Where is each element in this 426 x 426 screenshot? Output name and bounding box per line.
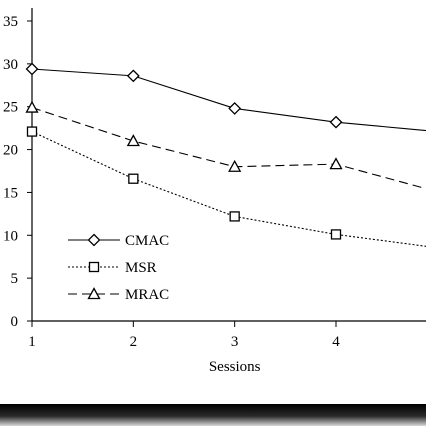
x-axis: 1 2 3 4 xyxy=(28,320,426,350)
x-axis-title: Sessions xyxy=(209,359,261,375)
legend-label: MSR xyxy=(125,260,157,276)
y-tick-label: 15 xyxy=(3,185,18,201)
series-line xyxy=(32,107,426,190)
square-marker xyxy=(26,126,38,137)
diamond-marker xyxy=(228,102,242,115)
x-tick-label: 4 xyxy=(332,334,340,350)
diamond-marker xyxy=(25,62,39,76)
x-tick-label: 1 xyxy=(28,334,36,350)
series-layer xyxy=(25,62,426,247)
series-mrac xyxy=(25,100,426,190)
series-line xyxy=(32,68,426,132)
y-tick-label: 0 xyxy=(11,314,19,330)
square-marker xyxy=(330,229,342,240)
diamond-marker xyxy=(126,69,140,83)
series-msr xyxy=(26,126,426,247)
legend-label: CMAC xyxy=(125,233,169,249)
series-cmac xyxy=(25,62,426,132)
legend-item-msr: MSR xyxy=(68,260,157,276)
square-marker xyxy=(229,211,240,222)
y-tick-label: 10 xyxy=(3,228,18,244)
y-tick-label: 35 xyxy=(3,14,18,30)
triangle-marker xyxy=(126,134,140,147)
x-tick-label: 2 xyxy=(130,334,138,350)
triangle-marker xyxy=(25,100,39,113)
diamond-marker xyxy=(329,115,343,129)
bottom-edge-shadow xyxy=(0,404,426,426)
y-tick-label: 25 xyxy=(3,100,18,116)
legend-label: MRAC xyxy=(125,287,169,303)
y-axis: 0 5 10 15 20 25 30 35 xyxy=(3,8,33,330)
legend-item-cmac: CMAC xyxy=(68,233,169,249)
y-tick-label: 30 xyxy=(3,57,18,73)
y-tick-label: 20 xyxy=(3,143,18,159)
legend: CMAC MSR MRAC xyxy=(68,233,169,303)
square-marker xyxy=(128,173,139,184)
y-tick-label: 5 xyxy=(11,271,19,287)
triangle-marker xyxy=(228,159,242,172)
series-line xyxy=(32,131,426,247)
triangle-marker xyxy=(329,157,343,170)
triangle-marker xyxy=(87,287,101,300)
legend-item-mrac: MRAC xyxy=(68,287,169,303)
square-marker xyxy=(88,261,100,273)
diamond-marker xyxy=(87,233,101,247)
x-tick-label: 3 xyxy=(231,334,239,350)
